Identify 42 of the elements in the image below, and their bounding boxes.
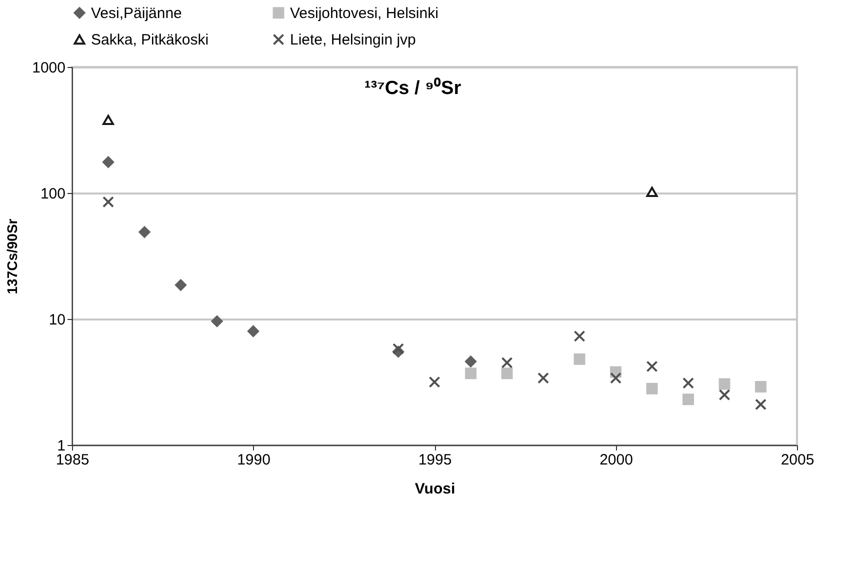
point [755,380,766,392]
point [465,356,476,368]
point [501,356,513,368]
x-tick-label: 1990 [237,452,270,468]
legend-label: Vesijohtovesi, Helsinki [290,4,438,22]
point [102,196,114,208]
legend-label: Sakka, Pitkäkoski [91,32,209,48]
point [428,376,440,388]
x-axis-title: Vuosi [414,480,456,498]
point [646,382,658,394]
y-axis-title: 137Cs/90Sr [4,218,20,294]
y-tick-label: 10 [48,312,66,328]
x-tick-label: 2000 [600,452,633,468]
point [501,368,513,380]
legend-label: Vesi,Päijänne [91,4,182,22]
x-tick-label: 1985 [56,452,90,468]
point [248,325,259,337]
point [392,343,404,355]
point [465,368,476,380]
point [610,372,622,384]
point [574,353,586,365]
point [102,114,114,126]
point [682,394,694,406]
point [718,389,730,401]
point [538,372,549,384]
text: ¹³⁷Cs / ⁹⁰Sr [364,77,462,99]
point [755,398,766,410]
point [646,360,658,372]
y-tick-label: 1000 [32,60,66,76]
point [718,378,730,390]
point [211,315,223,327]
x-tick-label: 2005 [780,452,814,468]
y-tick-label: 1 [57,438,66,454]
point [102,156,114,168]
legend-label: Liete, Helsingin jvp [290,32,416,48]
point [646,186,658,198]
point [682,377,694,389]
y-tick-label: 100 [40,186,66,202]
point [574,330,586,342]
point [175,279,186,291]
x-tick-label: 1995 [418,452,452,468]
point [138,226,150,238]
